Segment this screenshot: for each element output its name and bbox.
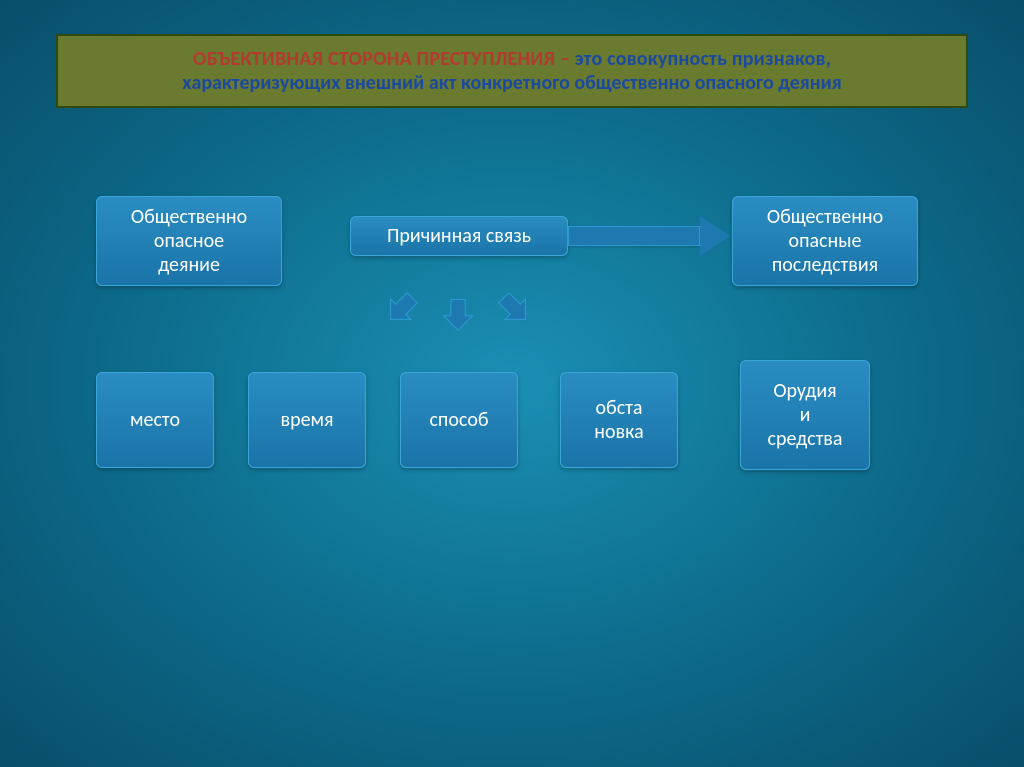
node-setting-label: обстановка: [594, 396, 643, 444]
title-line-2: характеризующих внешний акт конкретного …: [182, 71, 841, 95]
small-arrow-left: [377, 283, 428, 334]
small-arrow-right: [489, 283, 540, 334]
node-act-label: Общественноопасноедеяние: [131, 205, 247, 277]
node-conseq-label: Общественноопасныепоследствия: [767, 205, 883, 277]
node-causal-label: Причинная связь: [387, 224, 531, 248]
title-banner: ОБЪЕКТИВНАЯ СТОРОНА ПРЕСТУПЛЕНИЯ – это с…: [56, 34, 968, 108]
title-rest: это совокупность признаков,: [570, 47, 831, 71]
node-method-label: способ: [429, 408, 488, 432]
node-method: способ: [400, 372, 518, 468]
node-place: место: [96, 372, 214, 468]
arrow-right-shaft: [568, 226, 700, 246]
node-tools-label: Орудияисредства: [768, 379, 843, 451]
title-strong: ОБЪЕКТИВНАЯ СТОРОНА ПРЕСТУПЛЕНИЯ –: [193, 47, 570, 71]
node-causal-link: Причинная связь: [350, 216, 568, 256]
node-tools: Орудияисредства: [740, 360, 870, 470]
title-line-1: ОБЪЕКТИВНАЯ СТОРОНА ПРЕСТУПЛЕНИЯ – это с…: [193, 47, 831, 71]
arrow-right-head: [700, 216, 730, 256]
node-consequences: Общественноопасныепоследствия: [732, 196, 918, 286]
node-time: время: [248, 372, 366, 468]
small-arrow-down: [440, 296, 476, 332]
node-act: Общественноопасноедеяние: [96, 196, 282, 286]
node-setting: обстановка: [560, 372, 678, 468]
node-place-label: место: [130, 408, 180, 432]
node-time-label: время: [281, 408, 334, 432]
